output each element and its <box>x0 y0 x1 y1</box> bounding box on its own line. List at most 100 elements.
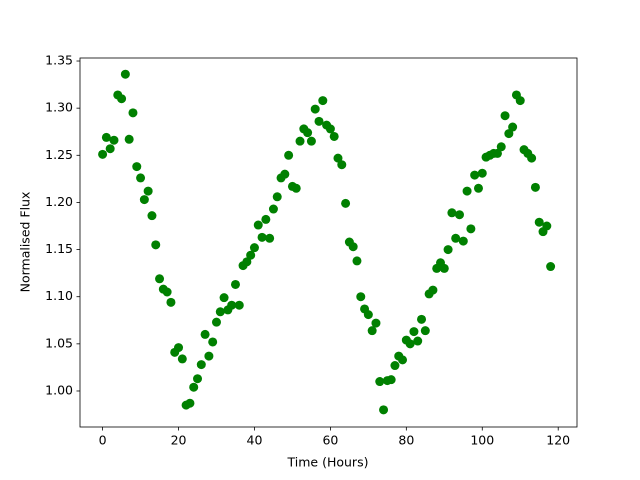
data-point <box>166 297 176 307</box>
data-point <box>246 250 256 260</box>
y-tick-label: 1.30 <box>45 100 73 115</box>
x-axis-label: Time (Hours) <box>287 455 369 470</box>
data-point <box>508 122 518 132</box>
data-point <box>314 116 324 126</box>
data-point <box>534 217 544 227</box>
plot-area <box>80 58 577 427</box>
data-point <box>272 192 282 202</box>
data-point <box>200 329 210 339</box>
data-point <box>356 292 366 302</box>
data-point <box>211 317 221 327</box>
data-point <box>367 326 377 336</box>
data-point <box>405 339 415 349</box>
data-point <box>439 263 449 273</box>
data-point <box>151 240 161 250</box>
data-point <box>504 129 514 139</box>
x-tick-label: 100 <box>470 433 494 448</box>
data-point <box>280 169 290 179</box>
data-point <box>496 142 506 152</box>
data-point <box>379 405 389 415</box>
data-point <box>204 351 214 361</box>
data-point <box>128 108 138 118</box>
data-point <box>386 375 396 385</box>
data-point <box>454 210 464 220</box>
data-point <box>101 132 111 142</box>
data-point <box>466 224 476 234</box>
data-point <box>417 314 427 324</box>
x-tick-label: 40 <box>247 433 263 448</box>
data-point <box>136 173 146 183</box>
data-point <box>398 355 408 365</box>
y-tick-label: 1.05 <box>45 335 73 350</box>
x-tick-label: 0 <box>99 433 107 448</box>
data-point <box>227 300 237 310</box>
data-point <box>124 134 134 144</box>
x-tick-label: 120 <box>546 433 570 448</box>
data-point <box>527 153 537 163</box>
data-point <box>530 182 540 192</box>
data-point <box>193 374 203 384</box>
data-point <box>329 131 339 141</box>
y-tick-label: 1.25 <box>45 147 73 162</box>
data-point <box>139 195 149 205</box>
y-tick-label: 1.15 <box>45 241 73 256</box>
data-point <box>352 256 362 266</box>
y-axis-label: Normalised Flux <box>18 192 33 293</box>
data-point <box>348 242 358 252</box>
data-point <box>363 310 373 320</box>
data-point <box>177 354 187 364</box>
data-point <box>105 144 115 154</box>
data-point <box>542 221 552 231</box>
data-point <box>333 153 343 163</box>
data-point <box>371 318 381 328</box>
data-point <box>500 111 510 121</box>
data-point <box>341 198 351 208</box>
data-point <box>98 149 108 159</box>
data-point <box>443 245 453 255</box>
data-point <box>515 96 525 106</box>
data-point <box>257 232 267 242</box>
data-point <box>196 360 206 370</box>
data-point <box>310 104 320 114</box>
y-tick-label: 1.35 <box>45 53 73 68</box>
data-point <box>249 243 259 253</box>
y-tick-label: 1.00 <box>45 382 73 397</box>
data-point <box>268 204 278 214</box>
data-point <box>337 160 347 170</box>
data-point <box>325 124 335 134</box>
data-point <box>470 170 480 180</box>
data-point <box>261 214 271 224</box>
data-point <box>143 186 153 196</box>
data-point <box>219 293 229 303</box>
data-point <box>253 220 263 230</box>
data-point <box>462 186 472 196</box>
data-point <box>155 274 165 284</box>
y-tick-label: 1.10 <box>45 288 73 303</box>
x-tick-label: 20 <box>171 433 187 448</box>
data-point <box>120 69 130 79</box>
data-point <box>473 183 483 193</box>
data-point <box>318 96 328 106</box>
data-point <box>174 343 184 353</box>
data-point <box>303 128 313 138</box>
x-tick-label: 60 <box>322 433 338 448</box>
axes-frame <box>79 57 578 428</box>
data-point <box>458 236 468 246</box>
data-point <box>295 136 305 146</box>
data-point <box>132 162 142 172</box>
y-tick-label: 1.20 <box>45 194 73 209</box>
data-point <box>291 183 301 193</box>
x-tick-label: 80 <box>398 433 414 448</box>
data-point <box>451 233 461 243</box>
data-point <box>117 94 127 104</box>
data-point <box>215 307 225 317</box>
data-point <box>234 300 244 310</box>
data-point <box>409 327 419 337</box>
data-point <box>265 233 275 243</box>
data-point <box>477 168 487 178</box>
data-point <box>375 377 385 387</box>
data-point <box>284 150 294 160</box>
data-point <box>189 382 199 392</box>
data-point <box>413 336 423 346</box>
